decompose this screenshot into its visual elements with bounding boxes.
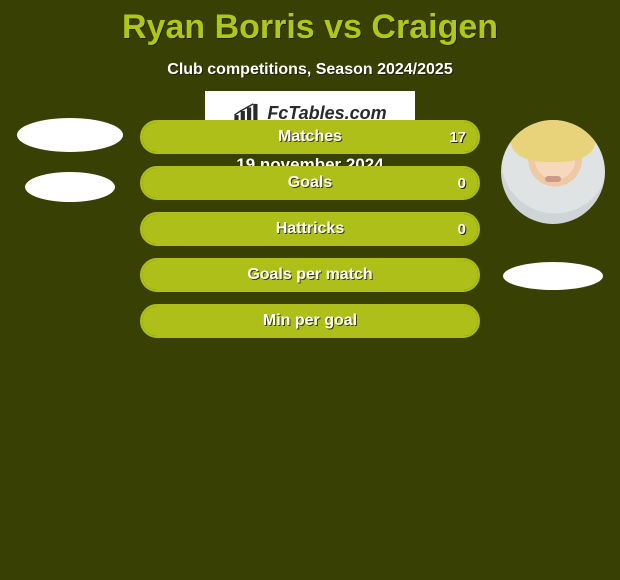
stat-bar: Goals per match	[140, 258, 480, 292]
left-player-club-placeholder	[25, 172, 115, 202]
stat-bar-value-right: 17	[449, 120, 466, 154]
left-player-avatar-placeholder	[17, 118, 123, 152]
stat-bar-value-right: 0	[458, 166, 466, 200]
stat-bar-label: Matches	[140, 120, 480, 154]
left-player-slot	[10, 118, 130, 202]
page-title: Ryan Borris vs Craigen	[0, 0, 620, 47]
stat-bar: Hattricks0	[140, 212, 480, 246]
right-player-club-placeholder	[503, 262, 603, 290]
stat-bar-label: Goals per match	[140, 258, 480, 292]
stat-bar-label: Goals	[140, 166, 480, 200]
right-player-slot	[498, 120, 608, 290]
stat-bar-label: Min per goal	[140, 304, 480, 338]
stat-bar-value-right: 0	[458, 212, 466, 246]
stat-bar: Matches17	[140, 120, 480, 154]
stat-bars: Matches17Goals0Hattricks0Goals per match…	[140, 120, 480, 350]
right-player-avatar	[501, 120, 605, 224]
stat-bar-label: Hattricks	[140, 212, 480, 246]
stat-bar: Min per goal	[140, 304, 480, 338]
page-subtitle: Club competitions, Season 2024/2025	[0, 61, 620, 79]
stat-bar: Goals0	[140, 166, 480, 200]
